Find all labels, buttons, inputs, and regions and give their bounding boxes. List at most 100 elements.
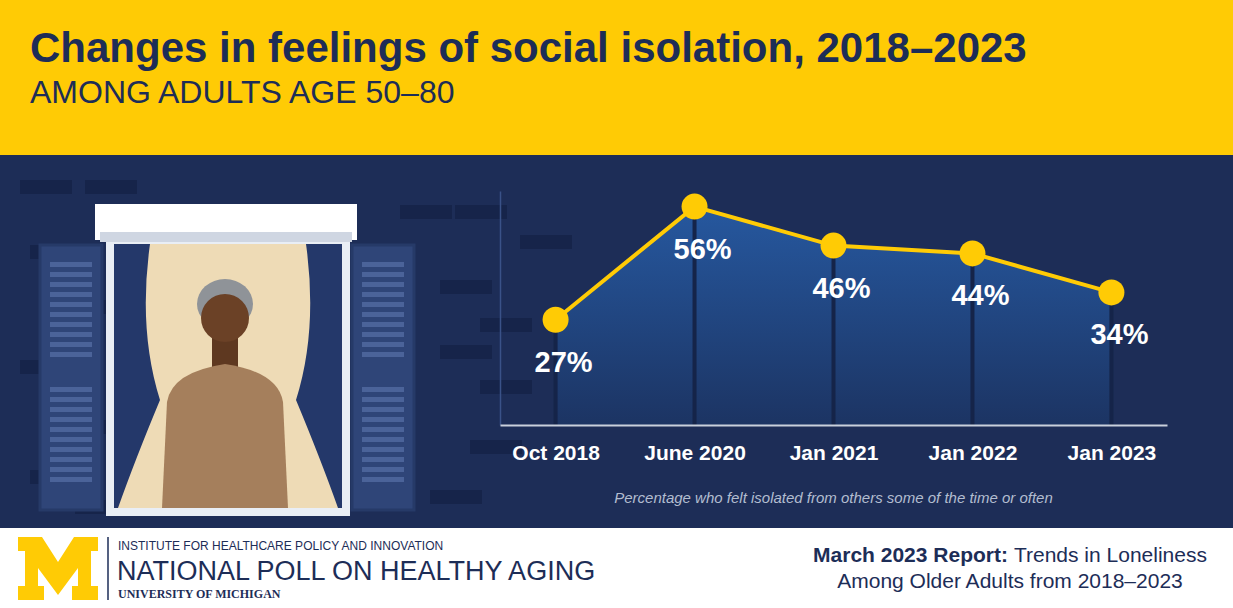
y-axis-line [500, 192, 502, 426]
data-label: 44% [951, 279, 1009, 311]
brick [430, 490, 482, 504]
x-axis-line [501, 425, 1168, 427]
brick [455, 205, 507, 219]
university: UNIVERSITY OF MICHIGAN [118, 587, 281, 601]
brick [520, 235, 572, 249]
poll-name: NATIONAL POLL ON HEALTHY AGING [117, 556, 595, 586]
data-label: 27% [535, 346, 593, 378]
marker [821, 233, 847, 259]
shutter-slat [50, 262, 92, 267]
shutter-slat [362, 282, 404, 287]
x-tick: Jan 2021 [790, 441, 879, 464]
data-label: 46% [812, 272, 870, 304]
marker [959, 240, 985, 266]
x-tick-label: Jan 2021 [790, 441, 879, 464]
shutter-slat [50, 292, 92, 297]
marker [1098, 279, 1124, 305]
x-tick: Jan 2022 [929, 441, 1018, 464]
shutter-slat [362, 417, 404, 422]
page-background [0, 0, 1233, 608]
data-labels: 27% 56% 46% 44% 34% [535, 233, 1149, 378]
shutter-slat [50, 437, 92, 442]
brick [480, 380, 532, 394]
shutter-slat [50, 387, 92, 392]
area [556, 207, 1112, 425]
x-tick: Oct 2018 [512, 441, 600, 464]
curtain [296, 244, 342, 508]
shutter-slat [362, 427, 404, 432]
shutter-slat [362, 302, 404, 307]
x-axis: Oct 2018 June 2020 Jan 2021 Jan 2022 Jan 202… [501, 426, 1168, 464]
marker [682, 194, 708, 220]
head [201, 294, 249, 342]
body [162, 364, 288, 508]
x-tick: Jan 2023 [1068, 441, 1157, 464]
panel-background [0, 155, 1233, 528]
divider [107, 537, 109, 600]
shutter-slat [50, 352, 92, 357]
report-title: Among Older Adults from 2018–2023 [837, 569, 1183, 592]
shutter-slat [50, 457, 92, 462]
shutter-slat [362, 397, 404, 402]
x-tick-label: June 2020 [644, 441, 746, 464]
shutter-slat [362, 322, 404, 327]
note: Percentage who felt isolated from others… [614, 489, 1053, 506]
brick [400, 205, 452, 219]
shutter-slat [362, 272, 404, 277]
shutter-slat [362, 332, 404, 337]
shutter-slat [362, 312, 404, 317]
shutter-slat [50, 407, 92, 412]
subtitle: AMONG ADULTS AGE 50–80 [30, 74, 454, 110]
bricks [20, 180, 572, 514]
x-tick: June 2020 [644, 441, 746, 464]
shutter-slat [50, 477, 92, 482]
brick [480, 318, 532, 332]
shutter-slat [362, 292, 404, 297]
brick [85, 180, 137, 194]
x-tick-label: Jan 2022 [929, 441, 1018, 464]
shutter-slat [50, 467, 92, 472]
x-tick-label: Oct 2018 [512, 441, 600, 464]
shutter-slat [50, 417, 92, 422]
report-title: Trends in Loneliness [1014, 543, 1207, 566]
shutter-slat [362, 352, 404, 357]
shutter-slat [362, 437, 404, 442]
report-line: March 2023 Report:Trends in Loneliness [813, 543, 1207, 566]
brick [440, 345, 492, 359]
shutter-slat [50, 397, 92, 402]
plot-area [543, 194, 1125, 425]
shutter-slat [362, 407, 404, 412]
chart: Changes in feelings of social isolation,… [0, 0, 1233, 608]
window-pane [110, 240, 346, 512]
shutter [40, 245, 102, 510]
marker [543, 307, 569, 333]
data-label: 56% [674, 233, 732, 265]
shutter-slat [50, 342, 92, 347]
shutter-slat [362, 387, 404, 392]
header-background [0, 0, 1233, 155]
window-illustration [40, 204, 414, 512]
shutter-slat [362, 262, 404, 267]
logo [18, 537, 98, 600]
shutter-slat [362, 342, 404, 347]
brick [20, 180, 72, 194]
shutter-slat [50, 332, 92, 337]
shutter-slat [50, 427, 92, 432]
shutter-slat [50, 282, 92, 287]
brick [440, 280, 492, 294]
shutter-slat [362, 457, 404, 462]
shutter-slat [362, 447, 404, 452]
shutter-slat [50, 272, 92, 277]
curtain [114, 244, 160, 508]
shutter [352, 245, 414, 510]
window-top-shadow [100, 232, 352, 242]
logo-m [18, 537, 98, 600]
shutter-slat [50, 447, 92, 452]
title: Changes in feelings of social isolation,… [30, 24, 1027, 71]
data-label: 34% [1090, 318, 1148, 350]
shutter-slat [50, 322, 92, 327]
shutter-slat [50, 312, 92, 317]
shutter-slat [50, 302, 92, 307]
shutter-slat [362, 467, 404, 472]
institute: INSTITUTE FOR HEALTHCARE POLICY AND INNO… [118, 539, 443, 553]
